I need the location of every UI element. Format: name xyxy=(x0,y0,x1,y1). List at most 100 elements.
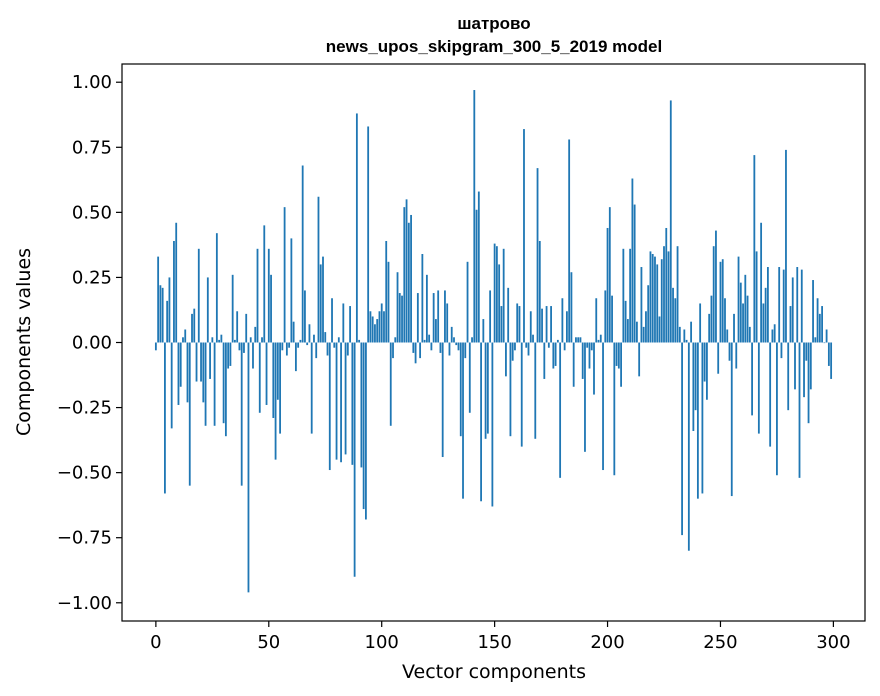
bar-component-142 xyxy=(475,209,478,343)
bar-component-47 xyxy=(261,337,263,343)
bar-component-76 xyxy=(326,342,329,356)
bar-component-263 xyxy=(748,326,751,343)
bar-component-168 xyxy=(534,342,537,439)
bar-component-161 xyxy=(518,306,521,343)
bar-component-104 xyxy=(389,342,392,426)
bar-component-81 xyxy=(337,337,340,343)
bar-component-193 xyxy=(590,342,593,351)
bar-component-3 xyxy=(161,287,164,343)
bar-component-199 xyxy=(604,290,607,343)
bar-component-214 xyxy=(638,342,641,377)
bar-component-285 xyxy=(798,342,801,478)
bar-component-28 xyxy=(218,339,221,343)
bar-component-122 xyxy=(430,342,433,351)
bar-component-147 xyxy=(486,342,489,434)
bar-component-2 xyxy=(159,285,162,343)
bar-component-97 xyxy=(374,324,376,343)
bar-component-236 xyxy=(687,342,690,551)
bar-component-118 xyxy=(421,254,424,343)
bar-component-201 xyxy=(608,207,611,343)
bar-component-298 xyxy=(827,342,830,366)
bar-component-70 xyxy=(313,334,315,343)
bar-component-209 xyxy=(626,319,629,343)
bar-component-292 xyxy=(814,337,817,343)
bar-component-213 xyxy=(636,321,638,343)
bar-component-87 xyxy=(351,342,354,465)
bar-component-102 xyxy=(385,240,388,343)
bar-component-289 xyxy=(807,342,810,424)
bar-component-119 xyxy=(423,339,426,343)
y-axis: −1.00 −0.75 −0.50 −0.25 0.00 0.25 0.50 0.75 1.00 xyxy=(57,72,122,614)
bar-component-40 xyxy=(245,313,248,343)
bar-component-152 xyxy=(498,264,501,343)
bar-component-187 xyxy=(577,337,580,343)
bar-component-262 xyxy=(746,295,749,343)
bar-component-95 xyxy=(369,311,372,343)
bar-component-20 xyxy=(200,342,202,382)
bar-component-42 xyxy=(249,337,252,343)
y-tick-label: −1.00 xyxy=(57,593,112,614)
bar-component-180 xyxy=(561,298,564,343)
bar-component-283 xyxy=(794,342,796,390)
bar-component-215 xyxy=(640,267,643,343)
bar-component-258 xyxy=(737,256,740,343)
bar-component-200 xyxy=(606,227,609,343)
bar-component-136 xyxy=(462,342,464,499)
bar-component-243 xyxy=(703,342,706,382)
bar-component-91 xyxy=(360,342,363,468)
bar-component-36 xyxy=(236,311,239,343)
bar-component-94 xyxy=(367,126,370,343)
bar-component-103 xyxy=(387,261,390,343)
bar-component-105 xyxy=(392,342,394,359)
y-axis-label: Components values xyxy=(13,248,35,436)
bar-component-99 xyxy=(378,311,381,343)
y-tick-label: −0.75 xyxy=(57,528,112,549)
bar-component-145 xyxy=(482,319,485,343)
bar-component-65 xyxy=(301,165,304,343)
bar-component-23 xyxy=(206,277,209,343)
bar-component-86 xyxy=(349,306,351,343)
bar-component-291 xyxy=(812,280,814,343)
bar-component-51 xyxy=(270,274,272,343)
bar-component-206 xyxy=(620,342,622,387)
bar-component-108 xyxy=(398,293,401,343)
bar-component-203 xyxy=(613,342,616,476)
bar-component-239 xyxy=(694,342,697,411)
y-tick-label: 0.50 xyxy=(72,202,112,223)
bar-component-21 xyxy=(202,342,205,403)
bar-component-49 xyxy=(265,342,268,405)
y-tick-label: −0.25 xyxy=(57,398,112,419)
bar-component-251 xyxy=(721,259,724,343)
bar-component-208 xyxy=(624,300,627,343)
bar-component-133 xyxy=(455,342,458,346)
bar-component-173 xyxy=(545,306,548,343)
bar-component-130 xyxy=(448,342,451,356)
bar-component-69 xyxy=(310,342,313,434)
bar-component-169 xyxy=(536,168,539,343)
bar-component-48 xyxy=(263,225,266,343)
bar-component-158 xyxy=(511,342,514,361)
bar-component-54 xyxy=(276,342,279,400)
bar-component-183 xyxy=(568,139,571,343)
x-axis-label: Vector components xyxy=(402,661,586,683)
bar-component-185 xyxy=(572,342,575,387)
x-tick-label: 50 xyxy=(257,632,280,653)
bar-component-129 xyxy=(446,303,449,343)
bar-component-131 xyxy=(450,326,453,343)
bar-component-88 xyxy=(353,342,356,577)
bar-component-89 xyxy=(355,113,358,343)
bar-component-269 xyxy=(762,303,765,343)
bar-component-241 xyxy=(699,303,702,343)
bar-component-11 xyxy=(179,342,182,387)
bar-component-116 xyxy=(416,293,419,343)
bar-component-132 xyxy=(453,337,455,343)
bar-component-38 xyxy=(240,342,243,486)
bar-component-299 xyxy=(830,342,833,379)
plot-frame xyxy=(121,63,866,622)
bar-component-109 xyxy=(401,295,403,343)
bar-component-260 xyxy=(742,303,744,343)
y-tick-label: 0.75 xyxy=(72,137,112,158)
bar-component-55 xyxy=(279,342,281,434)
